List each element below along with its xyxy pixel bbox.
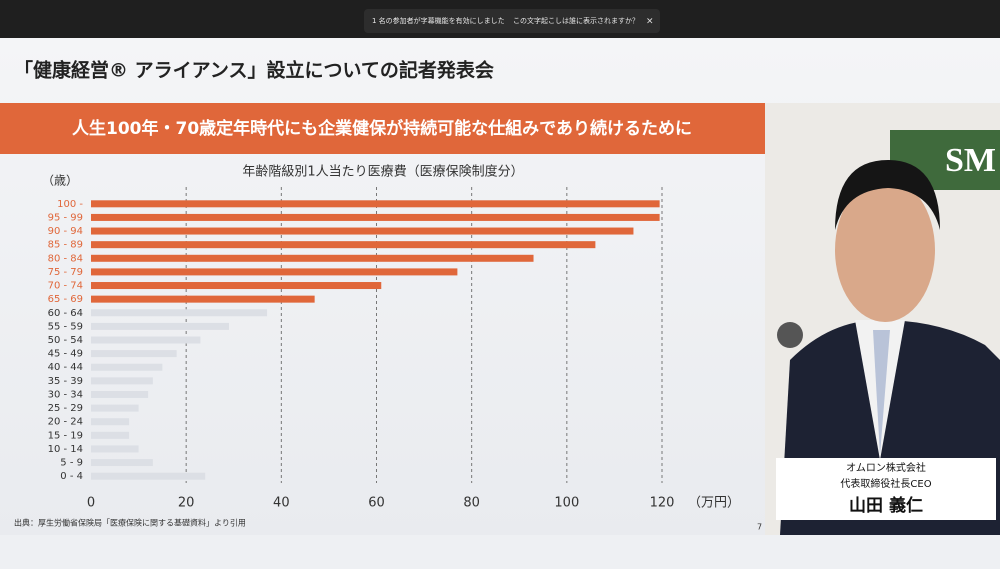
- source: 出典：厚生労働省保険局「医療保険に関する基礎資料」より引用: [14, 518, 246, 528]
- chart-title: 年齢階級別1人当たり医療費（医療保険制度分）: [242, 164, 523, 180]
- close-button[interactable]: ×: [646, 17, 654, 27]
- bar: [91, 309, 268, 317]
- notice: 1 名の参加者が字幕機能を有効にしました: [372, 16, 505, 25]
- y-tick-label: 80 - 84: [48, 253, 83, 264]
- page-number: 7: [757, 523, 762, 532]
- bar: [91, 227, 634, 235]
- x-axis-label: （万円）: [688, 496, 740, 511]
- bar: [91, 282, 382, 290]
- y-tick-label: 0 - 4: [60, 471, 83, 482]
- bar: [91, 295, 315, 303]
- bar: [91, 431, 130, 439]
- bar: [91, 200, 660, 208]
- y-tick-label: 100 -: [57, 199, 83, 210]
- y-tick-label: 95 - 99: [48, 212, 83, 223]
- speaker-tie: [873, 330, 890, 455]
- bar: [91, 363, 163, 371]
- x-tick-label: 20: [178, 496, 195, 511]
- notice-pill: [364, 9, 660, 33]
- y-tick-label: 90 - 94: [48, 226, 83, 237]
- bar: [91, 322, 229, 330]
- y-tick-label: 85 - 89: [48, 240, 83, 251]
- speaker-role: 代表取締役社長CEO: [840, 477, 931, 490]
- y-tick-label: 5 - 9: [60, 458, 83, 469]
- y-tick-label: 40 - 44: [48, 362, 83, 373]
- banner: [0, 103, 765, 154]
- slide-title: 「健康経営® アライアンス」設立についての記者発表会: [14, 59, 494, 82]
- y-tick-label: 50 - 54: [48, 335, 83, 346]
- y-tick-label: 35 - 39: [48, 376, 83, 387]
- bar: [91, 336, 201, 344]
- y-tick-label: 10 - 14: [48, 444, 83, 455]
- y-tick-label: 60 - 64: [48, 308, 83, 319]
- x-tick-label: 0: [87, 496, 95, 511]
- bar: [91, 459, 153, 467]
- banner-text: 人生100年・70歳定年時代にも企業健保が持続可能な仕組みであり続けるために: [72, 118, 692, 139]
- bar: [91, 472, 206, 480]
- x-tick-label: 100: [554, 496, 579, 511]
- bar: [91, 254, 534, 262]
- speaker-face: [835, 178, 935, 322]
- y-tick-label: 65 - 69: [48, 294, 83, 305]
- notice-question[interactable]: この文字起こしは誰に表示されますか？: [513, 16, 639, 25]
- y-tick-label: 20 - 24: [48, 417, 83, 428]
- caption-box: [776, 458, 996, 520]
- y-axis-label: （歳）: [42, 174, 78, 188]
- bar: [91, 404, 139, 412]
- bar: [91, 445, 139, 453]
- bar: [91, 418, 130, 426]
- y-tick-label: 30 - 34: [48, 389, 83, 400]
- x-tick-label: 120: [650, 496, 675, 511]
- y-tick-label: 45 - 49: [48, 349, 83, 360]
- microphone: [777, 322, 803, 348]
- x-tick-label: 40: [273, 496, 290, 511]
- y-tick-label: 25 - 29: [48, 403, 83, 414]
- y-tick-label: 70 - 74: [48, 281, 83, 292]
- bar: [91, 377, 153, 385]
- x-tick-label: 60: [368, 496, 385, 511]
- bar: [91, 213, 660, 221]
- y-tick-label: 55 - 59: [48, 321, 83, 332]
- x-tick-label: 80: [463, 496, 480, 511]
- plot: 0 20 40 60 80 100 120 100 - 95 - 99 90 - 94 85 - 8…: [48, 187, 675, 511]
- y-tick-label: 75 - 79: [48, 267, 83, 278]
- bar: [91, 390, 149, 398]
- speaker-name: 山田 義仁: [849, 495, 923, 516]
- y-tick-label: 15 - 19: [48, 430, 83, 441]
- backdrop-logo: SM: [945, 142, 996, 179]
- bar: [91, 241, 596, 249]
- speaker-hair: [835, 160, 940, 230]
- bar: [91, 350, 177, 358]
- bar: [91, 268, 458, 276]
- speaker-company: オムロン株式会社: [846, 461, 926, 474]
